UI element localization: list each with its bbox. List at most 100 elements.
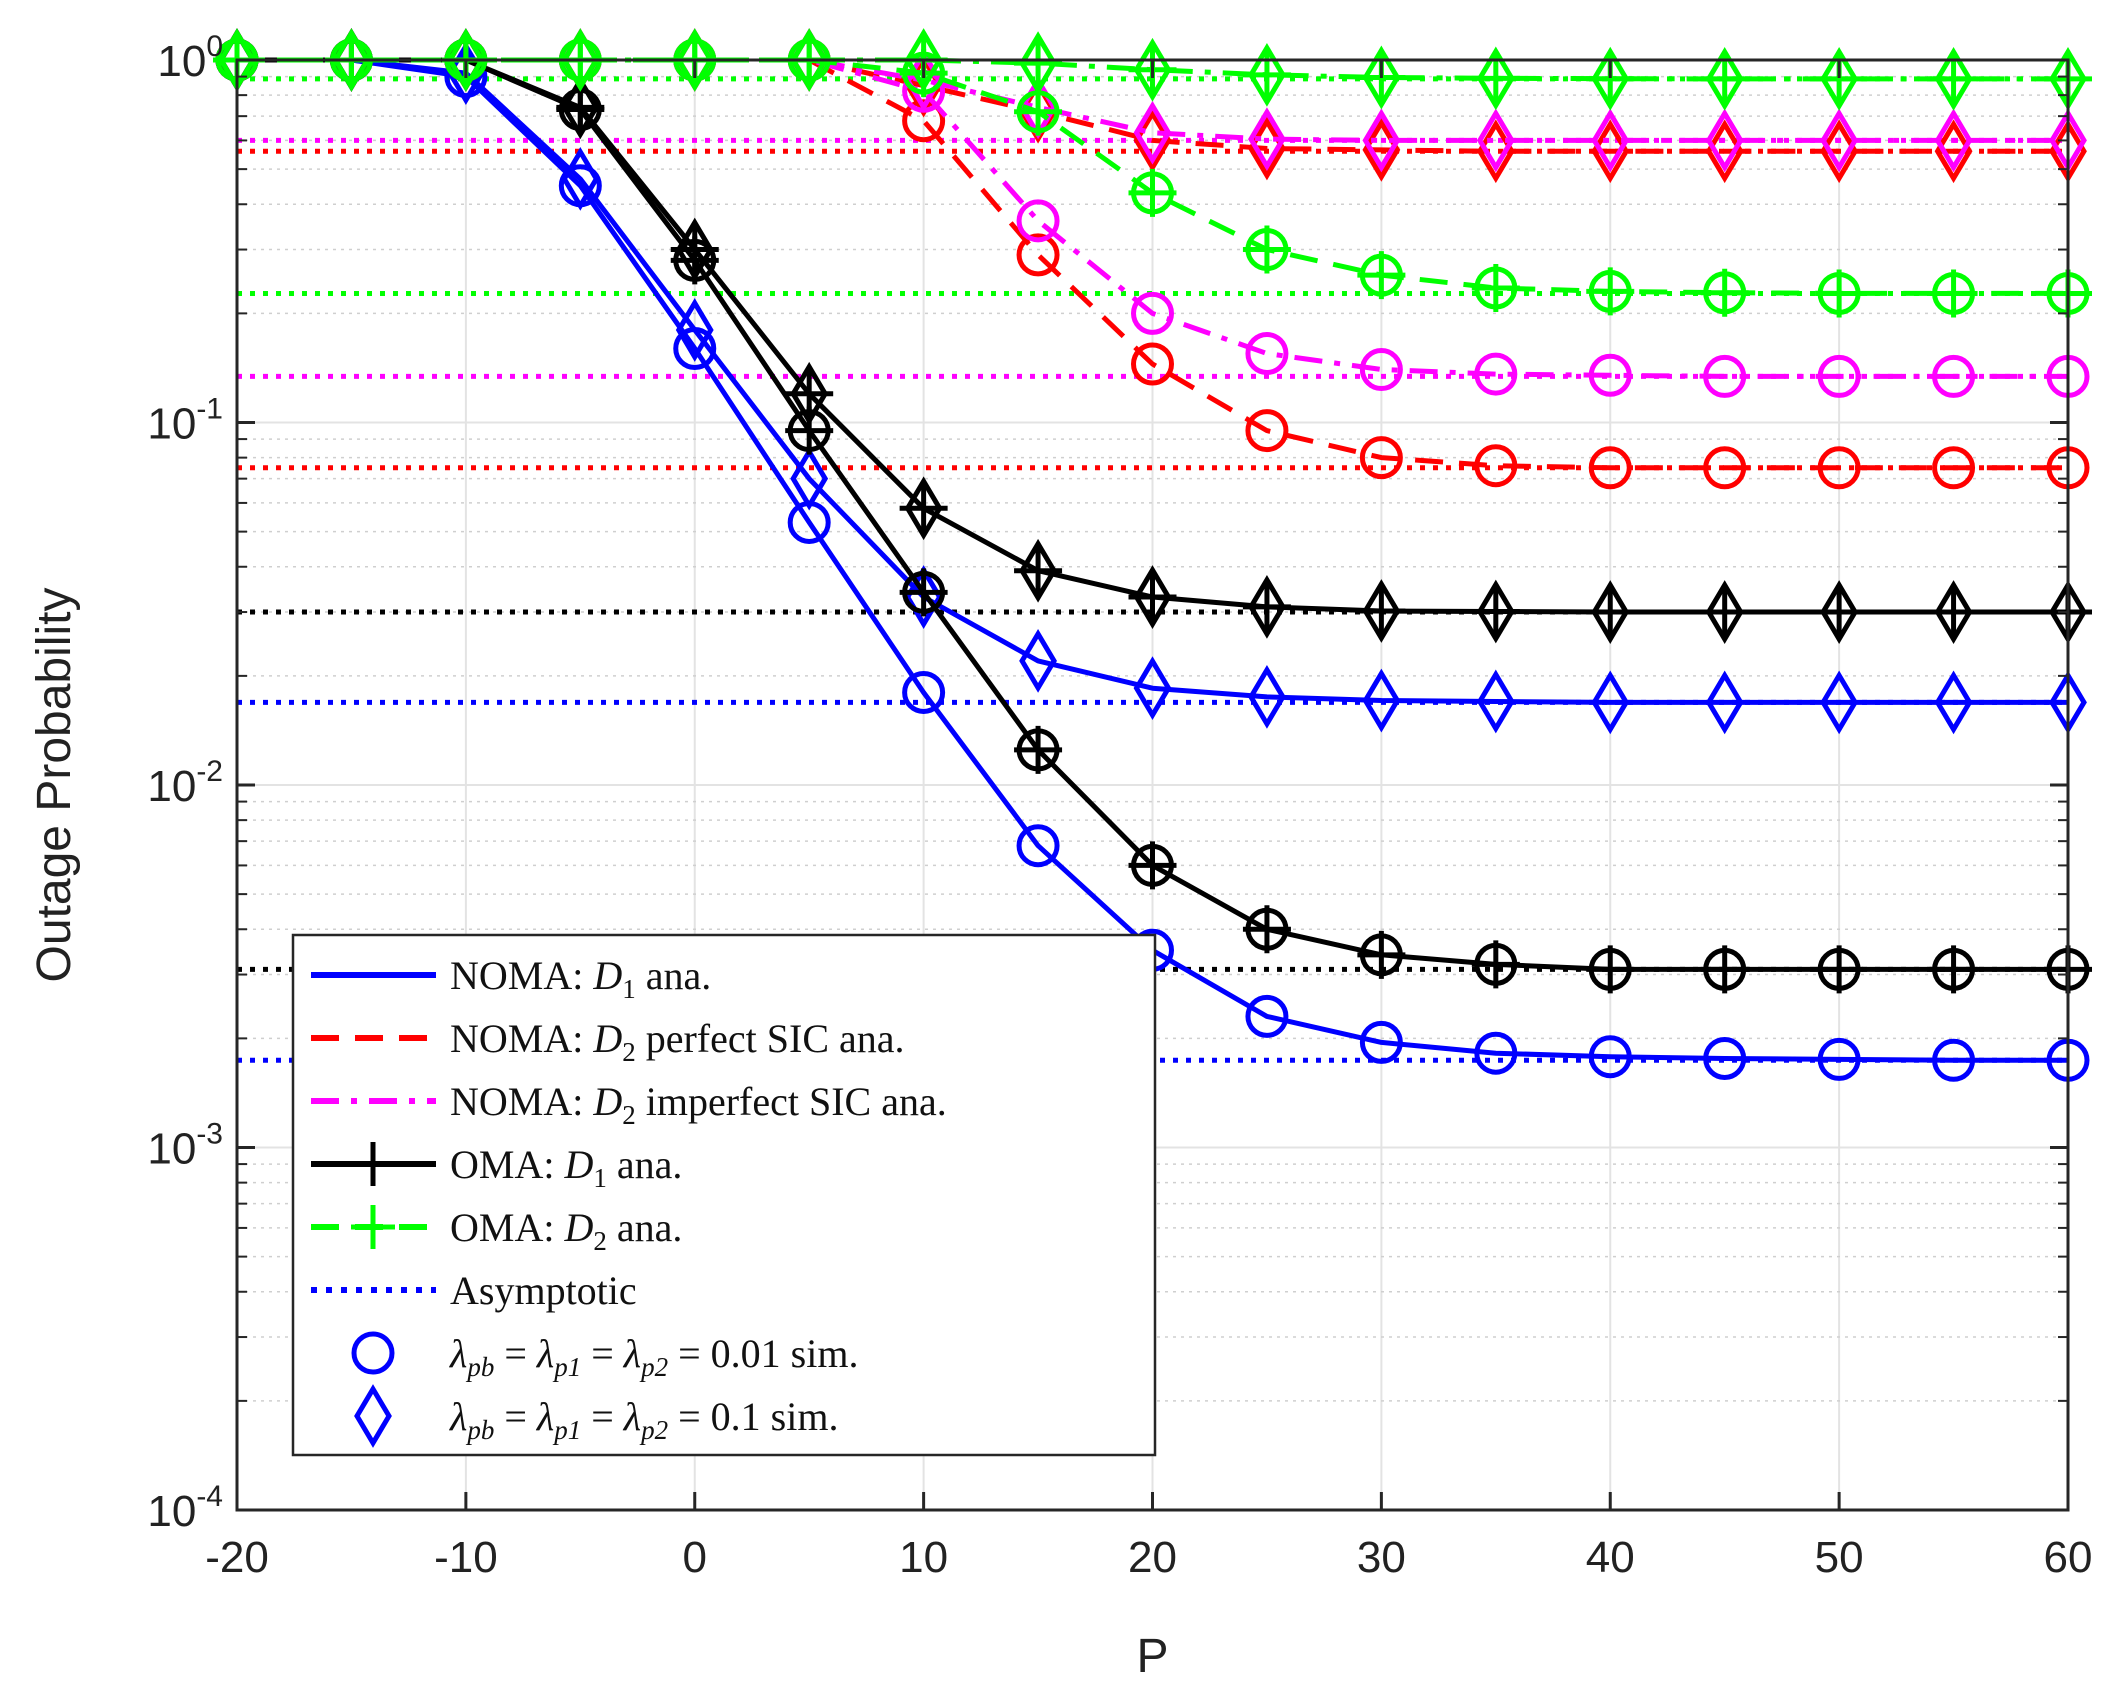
data-point (670, 217, 719, 282)
legend-item-sim-01: λpb = λp1 = λp2 = 0.1 sim. (354, 1384, 838, 1448)
marker-circle (1359, 1020, 1403, 1064)
data-point (1705, 670, 1744, 735)
marker-diamond (1248, 107, 1286, 172)
marker-circle (1588, 1035, 1632, 1079)
x-tick-label: 50 (1815, 1533, 1864, 1582)
marker-diamond (675, 217, 714, 282)
marker-circle (1474, 352, 1518, 396)
marker-diamond (1820, 670, 1859, 735)
data-point (1588, 446, 1632, 490)
marker-diamond (1133, 100, 1172, 165)
marker-circle (1588, 446, 1632, 490)
marker-diamond (1248, 664, 1286, 729)
marker-diamond (1476, 108, 1515, 173)
marker-diamond (446, 28, 485, 92)
marker-diamond (904, 28, 943, 92)
marker-diamond (1820, 580, 1859, 644)
x-tick-label: 30 (1357, 1533, 1406, 1582)
marker-diamond (904, 476, 943, 541)
data-point (1016, 824, 1060, 868)
data-point (1362, 108, 1401, 173)
marker-diamond (1705, 108, 1744, 173)
legend-label: Asymptotic (450, 1268, 637, 1313)
data-point (1815, 945, 1864, 994)
data-point (1815, 269, 1864, 318)
data-point (1817, 354, 1861, 398)
legend-item-noma-d2-perfect: NOMA: D2 perfect SIC ana. (311, 1016, 905, 1067)
x-tick-label: 20 (1128, 1533, 1177, 1582)
data-point (1357, 579, 1406, 643)
data-point (1700, 580, 1749, 644)
data-point (1474, 444, 1518, 488)
legend-swatch-marker (351, 1331, 395, 1375)
marker-diamond (1019, 31, 1057, 96)
x-tick-label: -20 (205, 1533, 269, 1582)
legend: NOMA: D1 ana. NOMA: D2 perfect SIC ana. NO… (291, 933, 1157, 1457)
marker-diamond (1591, 580, 1630, 644)
marker-diamond (1248, 42, 1286, 107)
data-point (1359, 1020, 1403, 1064)
data-point (1817, 1037, 1861, 1081)
data-point (1476, 108, 1515, 173)
marker-circle (902, 670, 946, 714)
data-point (1014, 538, 1063, 603)
data-point (1128, 565, 1177, 629)
legend-label: OMA: D1 ana. (450, 1142, 682, 1193)
legend-item-oma-d1: OMA: D1 ana. (311, 1142, 682, 1193)
legend-swatch-marker (354, 1384, 392, 1448)
x-tick-label: 10 (899, 1533, 948, 1582)
data-point (1471, 46, 1520, 111)
data-point (1359, 348, 1403, 392)
x-axis-label: P (1136, 1630, 1168, 1683)
marker-circle (1245, 994, 1289, 1038)
marker-circle (1703, 354, 1747, 398)
data-point (1586, 267, 1635, 316)
legend-label: NOMA: D1 ana. (450, 953, 711, 1004)
marker-diamond (1133, 565, 1172, 629)
marker-circle (1016, 824, 1060, 868)
legend-label: NOMA: D2 perfect SIC ana. (450, 1016, 905, 1067)
data-point (1016, 199, 1060, 243)
marker-diamond (1934, 670, 1973, 735)
marker-diamond (790, 446, 829, 511)
marker-circle (1474, 1031, 1518, 1075)
marker-circle (1131, 291, 1174, 335)
data-point (1929, 580, 1978, 644)
legend-label: NOMA: D2 imperfect SIC ana. (450, 1079, 947, 1130)
data-point (1705, 108, 1744, 173)
data-point (1474, 352, 1518, 396)
data-point (1245, 994, 1289, 1038)
data-point (902, 670, 946, 714)
data-point (899, 476, 948, 541)
data-point (675, 298, 714, 362)
marker-circle (1932, 1038, 1976, 1082)
y-tick-label: 10-1 (147, 393, 223, 449)
marker-circle (1359, 348, 1403, 392)
data-point (1934, 670, 1973, 735)
data-point (1820, 119, 1859, 184)
data-point (1703, 354, 1747, 398)
marker-diamond (675, 298, 714, 362)
data-point (1245, 409, 1289, 453)
marker-diamond (354, 1384, 392, 1448)
marker-diamond (1934, 119, 1973, 184)
marker-circle (1817, 446, 1861, 490)
marker-circle (1817, 1037, 1861, 1081)
marker-diamond (1820, 108, 1859, 173)
data-point (561, 146, 600, 211)
legend-item-noma-d2-imperfect: NOMA: D2 imperfect SIC ana. (311, 1079, 947, 1130)
data-point (1586, 580, 1635, 644)
data-point (1700, 268, 1749, 317)
data-point (1357, 251, 1406, 300)
data-point (1014, 31, 1063, 96)
legend-item-asymptotic: Asymptotic (311, 1268, 637, 1313)
data-point (1476, 669, 1515, 734)
marker-diamond (332, 28, 371, 92)
legend-label: λpb = λp1 = λp2 = 0.01 sim. (449, 1331, 858, 1382)
data-point (1703, 446, 1747, 490)
marker-circle (1245, 409, 1289, 453)
series-line (237, 57, 2068, 471)
marker-circle (1817, 354, 1861, 398)
marker-diamond (1476, 579, 1515, 644)
